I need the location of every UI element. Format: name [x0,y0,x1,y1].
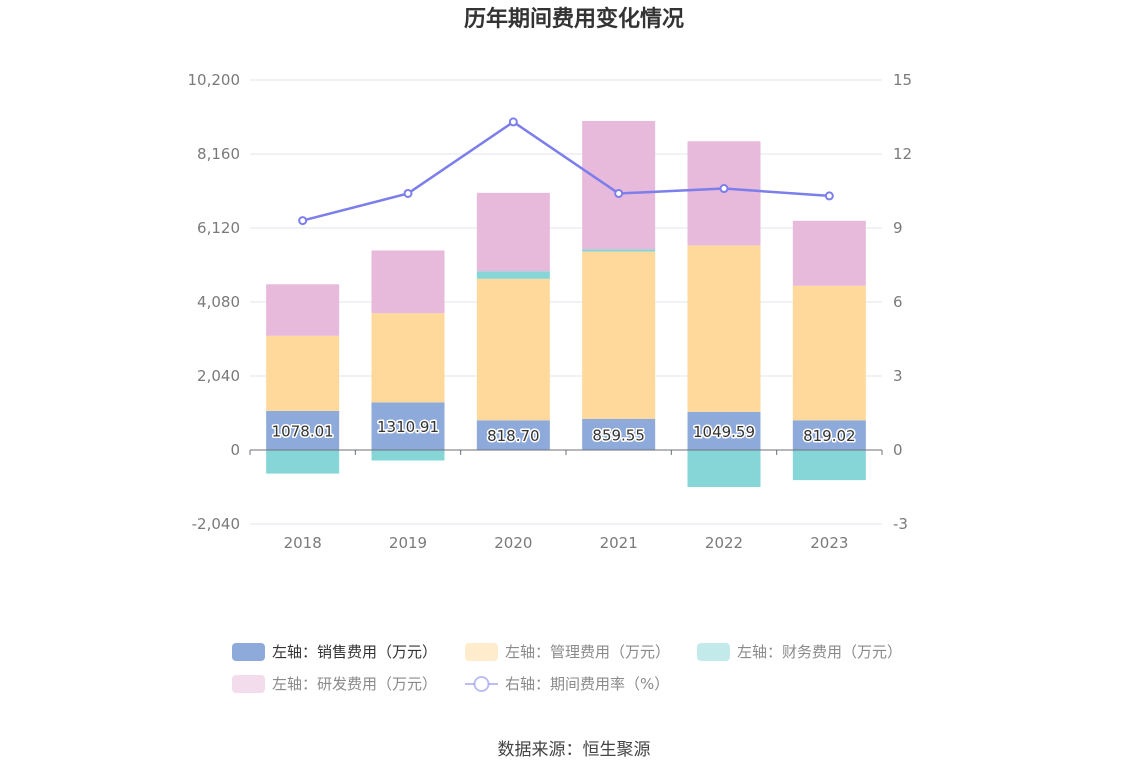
bar-value-label: 818.70 [487,427,540,445]
rate-point [298,216,308,226]
x-tick-label: 2023 [810,534,848,552]
rate-point [508,117,518,127]
bar-segment [792,220,866,286]
right-tick-label: 3 [893,367,903,385]
right-tick-label: 12 [893,145,912,163]
bar-segment [266,335,340,411]
left-axis: -2,040 0 2,040 4,080 6,120 8,160 10,200 [188,71,241,533]
legend-swatch [232,675,265,693]
legend-item[interactable]: 右轴：期间费用率（%） [465,675,669,693]
legend-label: 左轴：研发费用（万元） [272,675,437,693]
left-tick-label: 10,200 [188,71,241,89]
bar-segment [476,278,550,421]
zero-axis-line [249,449,883,455]
bar-segment [266,410,340,450]
bar-segment [687,141,761,246]
bar-segment [792,420,866,450]
bar-segment [687,411,761,450]
legend: 左轴：销售费用（万元） 左轴：管理费用（万元） 左轴：财务费用（万元） 左轴：研发费用… [232,643,902,693]
bar-labels: 1078.01 1310.91 818.70 859.55 1049.59 819.02 [270,417,857,447]
x-tick-label: 2018 [284,534,322,552]
bar-segment [371,450,445,461]
bar-segment [582,251,656,419]
legend-label: 左轴：销售费用（万元） [272,643,437,661]
left-tick-label: 6,120 [197,219,240,237]
left-tick-label: 2,040 [197,367,240,385]
legend-label: 右轴：期间费用率（%） [505,675,669,693]
legend-swatch [232,643,265,661]
legend-item[interactable]: 左轴：管理费用（万元） [465,643,670,661]
legend-marker [473,676,490,692]
legend-label: 左轴：财务费用（万元） [737,643,902,661]
right-tick-label: 0 [893,441,903,459]
x-tick-label: 2019 [389,534,427,552]
legend-swatch [697,643,730,661]
grid [250,79,882,525]
rate-line [298,117,834,226]
bar-segment [476,271,550,279]
source-text: 数据来源：恒生聚源 [498,740,651,760]
bar-segment [582,249,656,252]
right-tick-label: 6 [893,293,903,311]
legend-item[interactable]: 左轴：研发费用（万元） [232,675,437,693]
rate-point [614,188,624,198]
right-tick-label: 9 [893,219,903,237]
rate-point [824,191,834,201]
bar-segment [371,402,445,450]
x-axis: 2018 2019 2020 2021 2022 2023 [284,534,849,552]
chart-title: 历年期间费用变化情况 [464,6,684,32]
bars [266,121,866,487]
left-tick-label: 4,080 [197,293,240,311]
rate-point [403,188,413,198]
bar-segment [687,245,761,412]
x-tick-label: 2021 [600,534,638,552]
rate-line-path [302,120,830,222]
right-tick-label: 15 [893,71,912,89]
right-axis: -3 0 3 6 9 12 15 [893,71,912,533]
bar-value-label: 1049.59 [693,423,755,441]
bar-value-label: 859.55 [592,426,645,444]
bar-segment [266,284,340,336]
bar-segment [371,313,445,403]
rate-point [719,184,729,194]
bar-segment [582,121,656,250]
bar-value-label: 819.02 [803,427,856,445]
bar-segment [792,285,866,421]
x-tick-label: 2022 [705,534,743,552]
left-tick-label: 0 [230,441,240,459]
right-tick-label: -3 [893,515,908,533]
left-tick-label: -2,040 [192,515,240,533]
bar-segment [582,418,656,450]
legend-swatch [465,643,498,661]
bar-value-label: 1310.91 [377,418,439,436]
bar-segment [476,192,550,272]
bar-segment [371,250,445,314]
bar-segment [687,450,761,487]
x-tick-label: 2020 [494,534,532,552]
bar-segment [476,420,550,450]
bar-segment [266,450,340,474]
bar-segment [792,450,866,481]
bar-value-label: 1078.01 [272,422,334,440]
legend-item[interactable]: 左轴：财务费用（万元） [697,643,902,661]
legend-label: 左轴：管理费用（万元） [505,643,670,661]
legend-item[interactable]: 左轴：销售费用（万元） [232,643,437,661]
left-tick-label: 8,160 [197,145,240,163]
